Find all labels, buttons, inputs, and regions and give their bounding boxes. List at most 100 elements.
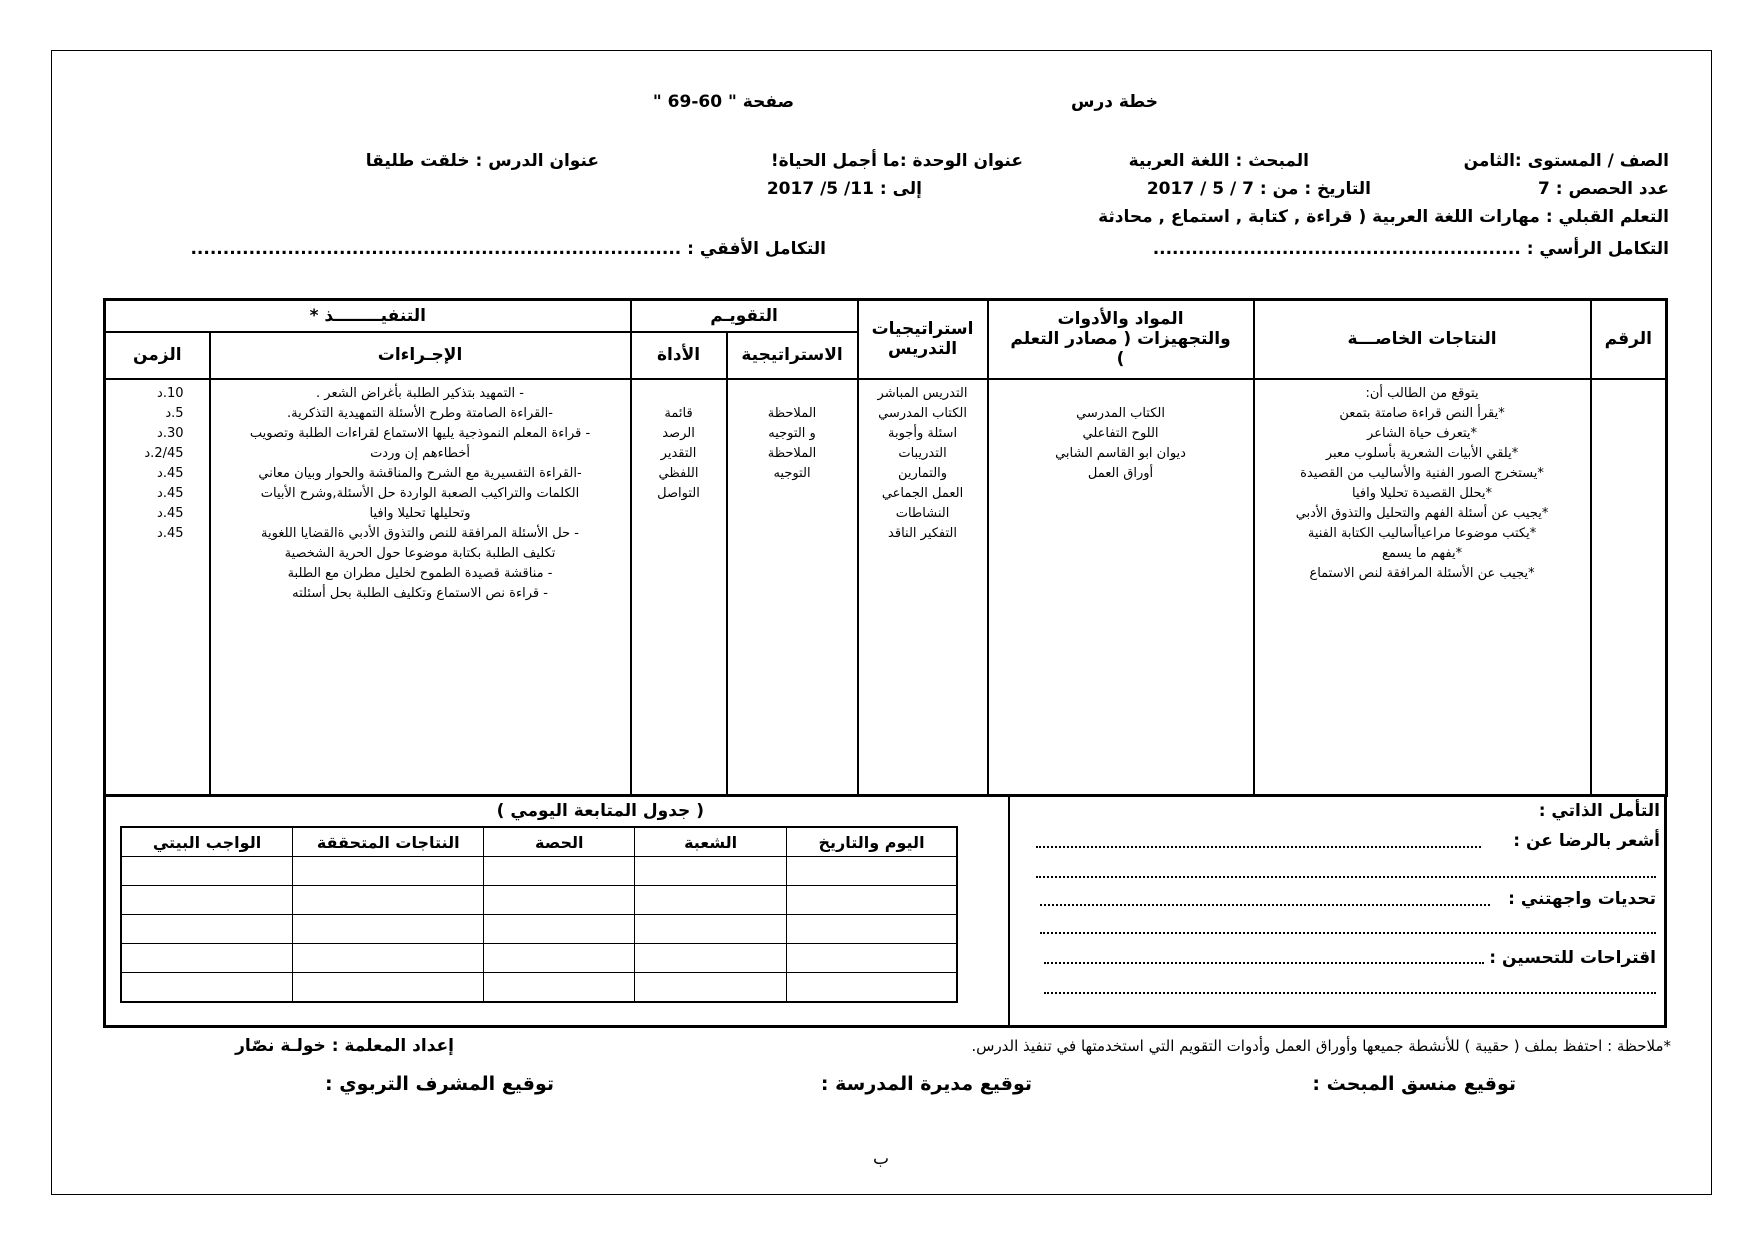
reflection-satisfied: أشعر بالرضا عن : — [1513, 831, 1660, 851]
empty-cell — [292, 914, 485, 944]
empty-cell — [483, 972, 636, 1003]
empty-cell — [634, 943, 788, 973]
date-to: إلى : 11/ 5/ 2017 — [766, 179, 922, 199]
cell-line: *يفهم ما يسمع — [1381, 545, 1463, 561]
dotted-line — [1044, 962, 1484, 964]
dotted-line — [1044, 992, 1656, 994]
divider — [1008, 794, 1010, 1028]
header-cell: الشعبة — [634, 826, 788, 857]
cell-line: *يستخرج الصور الفنية والأساليب من القصيد… — [1300, 465, 1544, 481]
cell-line: *يلقي الأبيات الشعرية بأسلوب معبر — [1325, 445, 1519, 461]
strategies-cell: التدريس المباشر الكتاب المدرسي اسئلة وأجوب… — [856, 377, 989, 796]
cell-line: اللوح التفاعلي — [1082, 425, 1159, 441]
cell-line: 45.د — [157, 505, 184, 521]
cell-line: 10.د — [157, 385, 184, 401]
number-cell — [1589, 377, 1668, 796]
empty-cell — [120, 972, 294, 1003]
cell-line: أخطاءهم إن وردت — [370, 445, 470, 461]
cell-line: 2/45.د — [144, 445, 184, 461]
empty-row — [120, 972, 958, 1003]
cell-line: التفكير الناقد — [888, 525, 958, 541]
empty-cell — [120, 943, 294, 973]
empty-cell — [786, 943, 958, 973]
grade: الصف / المستوى :الثامن — [1463, 151, 1669, 171]
cell-line: 5.د — [165, 405, 184, 421]
empty-cell — [786, 885, 958, 915]
empty-cell — [634, 885, 788, 915]
cell-line: النشاطات — [895, 505, 950, 521]
cell-line: *يجيب عن الأسئلة المرافقة لنص الاستماع — [1309, 565, 1535, 581]
empty-cell — [292, 856, 485, 886]
header-cell: اليوم والتاريخ — [786, 826, 958, 857]
empty-cell — [483, 885, 636, 915]
vertical-integration: التكامل الرأسي : .......................… — [1152, 239, 1669, 259]
dotted-line — [1040, 932, 1656, 934]
header-row: اليوم والتاريخ الشعبة الحصة النتاجات المتحق… — [120, 826, 958, 857]
header-cell: التنفيــــــــذ * — [103, 298, 632, 333]
empty-cell — [292, 943, 485, 973]
reflection-challenges: تحديات واجهتني : — [1508, 889, 1656, 909]
cell-line: *يجيب عن أسئلة الفهم والتحليل والتذوق ال… — [1295, 505, 1549, 521]
cell-line: التدريس المباشر — [877, 385, 968, 401]
empty-cell — [786, 972, 958, 1003]
time-cell: 10.د 5.د 30.د 2/45.د 45.د 45.د 45.د 45.د — [103, 377, 211, 796]
followup-title: ( جدول المتابعة اليومي ) — [496, 801, 704, 821]
unit: عنوان الوحدة :ما أجمل الحياة! — [770, 151, 1023, 171]
principal-signature: توقيع مديرة المدرسة : — [820, 1073, 1032, 1095]
cell-line: -القراءة التفسيرية مع الشرح والمناقشة وا… — [258, 465, 582, 481]
eval-strategy-cell: الملاحظة و التوجيه الملاحظة التوجيه — [725, 377, 859, 796]
empty-row — [120, 914, 958, 944]
empty-cell — [634, 914, 788, 944]
empty-cell — [483, 943, 636, 973]
header-cell: النتاجات المتحققة — [292, 826, 485, 857]
subject: المبحث : اللغة العربية — [1128, 151, 1309, 171]
cell-line: اسئلة وأجوبة — [888, 425, 958, 441]
cell-line: *يتعرف حياة الشاعر — [1367, 425, 1478, 441]
empty-cell — [786, 856, 958, 886]
header-cell: الإجـراءات — [208, 330, 632, 380]
cell-line: 30.د — [157, 425, 184, 441]
cell-line: الكتاب المدرسي — [1076, 405, 1165, 421]
cell-line: *يكتب موضوعا مراعياأساليب الكتابة الفنية — [1307, 525, 1537, 541]
cell-line: الكلمات والتراكيب الصعبة الواردة حل الأس… — [260, 485, 580, 501]
periods: عدد الحصص : 7 — [1538, 179, 1669, 199]
prepared-by: إعداد المعلمة : خولـة نصّار — [235, 1036, 454, 1056]
cell-line: التقدير — [660, 445, 697, 461]
reflection-suggestions: اقتراحات للتحسين : — [1489, 948, 1656, 968]
cell-line: تكليف الطلبة بكتابة موضوعا حول الحرية ال… — [284, 545, 556, 561]
cell-line: -القراءة الصامتة وطرح الأسئلة التمهيدية … — [287, 405, 553, 421]
followup-table: اليوم والتاريخ الشعبة الحصة النتاجات المتحق… — [120, 826, 958, 1003]
cell-line: التوجيه — [773, 465, 811, 481]
empty-row — [120, 943, 958, 973]
supervisor-signature: توقيع المشرف التربوي : — [325, 1073, 554, 1095]
empty-cell — [483, 914, 636, 944]
cell-line: وتحليلها تحليلا وافيا — [369, 505, 471, 521]
procedures-cell: - التمهيد بتذكير الطلبة بأغراض الشعر . -ا… — [208, 377, 632, 796]
cell-line: 45.د — [157, 525, 184, 541]
outcomes-cell: يتوقع من الطالب أن: *يقرأ النص قراءة صامت… — [1252, 377, 1592, 796]
empty-row — [120, 885, 958, 915]
empty-cell — [292, 885, 485, 915]
empty-cell — [292, 972, 485, 1003]
reflection-title: التأمل الذاتي : — [1538, 801, 1660, 821]
cell-line: *يحلل القصيدة تحليلا وافيا — [1352, 485, 1493, 501]
empty-cell — [634, 856, 788, 886]
header-cell: الاستراتيجية — [725, 330, 859, 380]
empty-cell — [483, 856, 636, 886]
cell-line: الملاحظة — [767, 445, 817, 461]
cell-line: - مناقشة قصيدة الطموح لخليل مطران مع الط… — [287, 565, 553, 581]
eval-tool-cell: قائمة الرصد التقدير اللفظي التواصل — [629, 377, 728, 796]
cell-line: التواصل — [657, 485, 700, 501]
empty-cell — [634, 972, 788, 1003]
header-cell: الزمن — [103, 330, 211, 380]
lesson: عنوان الدرس : خلقت طليقا — [365, 151, 599, 171]
empty-row — [120, 856, 958, 886]
header-cell: الواجب البيتي — [120, 826, 294, 857]
dotted-line — [1040, 904, 1490, 906]
page-range: صفحة " 60-69 " — [652, 92, 794, 112]
cell-line: الكتاب المدرسي — [878, 405, 967, 421]
header-cell: التقويـم — [629, 298, 859, 333]
cell-line: أوراق العمل — [1087, 465, 1154, 481]
header-cell: المواد والأدوات والتجهيزات ( مصادر التعل… — [986, 298, 1255, 380]
